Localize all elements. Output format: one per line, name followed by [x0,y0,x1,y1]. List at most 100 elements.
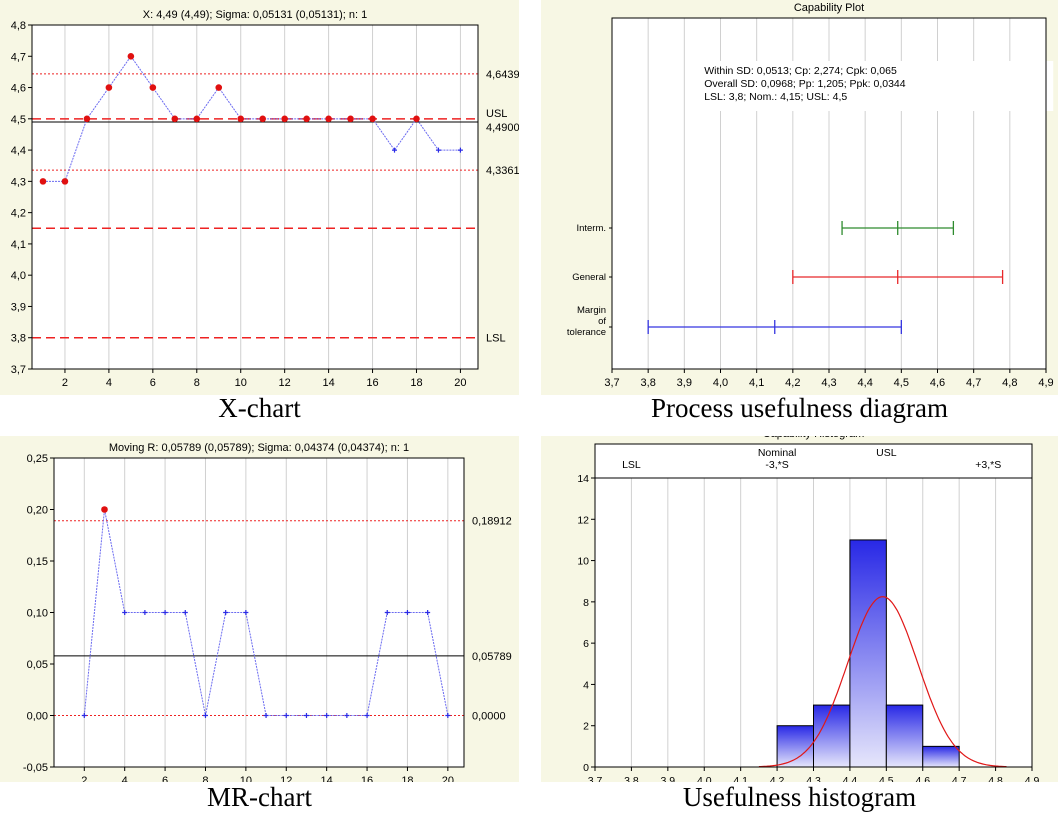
x-chart-y-tick-label: 3,8 [11,333,26,345]
capability-histogram-x-tick-label: 4,1 [733,775,748,782]
capability-histogram-bar [813,704,851,768]
mr-chart-x-tick-label: 20 [442,775,454,782]
x-chart-point-out [325,115,332,123]
x-chart-y-tick-label: 4,5 [11,114,26,126]
capability-plot-x-tick-label: 4,7 [966,377,981,389]
capability-histogram-x-tick-label: 3,8 [624,775,639,782]
capability-histogram-label-band [595,444,1032,478]
capability-histogram-bar [922,745,960,768]
capability-histogram-x-tick-label: 4,3 [806,775,821,782]
capability-histogram-x-tick-label: 3,9 [661,775,676,782]
mr-chart-panel: Moving R: 0,05789 (0,05789); Sigma: 0,04… [0,436,519,782]
x-chart-control-line-label: USL [486,108,507,120]
capability-plot-interval-label: Margin [577,305,606,316]
capability-histogram-y-tick-label: 10 [577,556,589,568]
x-chart-x-tick-label: 14 [322,377,334,389]
x-chart-x-tick-label: 4 [106,377,112,389]
x-chart-control-line-label: 4,6439 [486,69,519,81]
mr-chart-y-tick-label: 0,25 [27,453,48,465]
capability-plot-interval-label: General [572,272,606,283]
capability-histogram-spec-label: +3,*S [975,459,1001,471]
mr-chart-point [445,713,451,718]
x-chart-point-out [61,178,69,185]
mr-chart-x-tick-label: 6 [162,775,168,782]
capability-plot-interval-label: of [598,316,606,327]
x-chart-point-out [105,84,113,91]
capability-histogram-x-tick-label: 4,7 [952,775,967,782]
x-chart-x-tick-label: 18 [410,377,422,389]
mr-chart-plot-border [53,457,465,768]
mr-chart-point [364,713,370,718]
mr-chart-point [223,610,229,615]
mr-chart-control-line-label: 0,18912 [472,516,512,528]
capability-plot-x-tick-label: 4,0 [713,377,728,389]
capability-plot-panel: Capability Plot 3,7 3,8 3,9 4,0 4,1 4,2 4,3 4,4 4… [541,0,1058,395]
capability-histogram-caption: Usefulness histogram [682,782,917,812]
mr-chart-y-tick-label: 0,05 [27,659,48,671]
x-chart-control-line-label: 4,4900 [486,122,519,134]
capability-histogram-x-tick-label: 4,8 [988,775,1003,782]
mr-chart-y-tick-label: 0,10 [27,608,48,620]
x-chart-series-line [42,55,461,182]
mr-chart-point [243,610,249,615]
capability-histogram-y-tick-label: 12 [577,514,589,526]
capability-histogram-x-tick-label: 4,0 [697,775,712,782]
mr-chart-y-tick-label: 0,20 [27,505,48,517]
mr-chart-point [182,610,188,615]
mr-chart-point [344,713,350,718]
capability-histogram-spec-label: LSL [622,459,641,471]
capability-histogram-x-tick-label: 3,7 [588,775,603,782]
mr-chart-x-tick-label: 2 [81,775,87,782]
mr-chart-point [263,713,269,718]
capability-plot-x-tick-label: 4,5 [894,377,909,389]
x-chart-plot-border [31,24,479,370]
mr-chart-caption: MR-chart [207,782,312,812]
mr-chart-point [81,713,87,718]
x-chart-x-tick-label: 8 [194,377,200,389]
capability-histogram-x-tick-label: 4,6 [915,775,930,782]
x-chart-point-out [83,115,91,123]
capability-histogram-y-tick-label: 2 [583,721,589,733]
capability-histogram-plot-border [594,443,1033,768]
x-chart-control-line-label: 4,3361 [486,165,519,177]
x-chart-point-out [347,115,354,123]
x-chart: X: 4,49 (4,49); Sigma: 0,05131 (0,05131)… [0,0,519,395]
capability-plot-annotation-line: LSL: 3,8; Nom.: 4,15; USL: 4,5 [704,91,847,103]
capability-histogram-y-tick-label: 6 [583,638,589,650]
mr-chart-y-tick-label: -0,05 [23,762,48,774]
capability-histogram-x-tick-label: 4,9 [1025,775,1040,782]
x-chart-point-out [369,115,376,123]
mr-chart-x-tick-label: 18 [401,775,413,782]
x-chart-y-tick-label: 3,9 [11,301,26,313]
mr-chart-x-tick-label: 12 [280,775,292,782]
mr-chart-point [303,713,309,718]
capability-plot-interval-label: Interm. [576,223,606,234]
mr-chart-x-tick-label: 4 [122,775,128,782]
capability-plot-x-tick-label: 4,6 [930,377,945,389]
capability-plot-plot-border [611,17,1047,370]
x-chart-point-out [193,115,201,123]
capability-plot-x-tick-label: 4,9 [1038,377,1053,389]
capability-plot: Capability Plot 3,7 3,8 3,9 4,0 4,1 4,2 4,3 4,4 4… [541,0,1058,395]
capability-histogram-title: Capability Histogram [763,436,864,440]
mr-chart-point [384,610,390,615]
capability-plot-x-tick-label: 3,7 [604,377,619,389]
x-chart-point-out [303,115,310,123]
capability-plot-x-tick-label: 4,3 [821,377,836,389]
x-chart-y-tick-label: 4,3 [11,176,26,188]
capability-histogram-panel: Capability Histogram 3,7 3,8 3,9 4,0 4,1 4,2 4,… [541,436,1058,782]
mr-chart-y-tick-label: 0,00 [27,711,48,723]
x-chart-point-out [413,115,420,123]
x-chart-y-tick-label: 4,2 [11,208,26,220]
capability-plot-annotation-backdrop [696,61,1054,111]
x-chart-point-out [171,115,179,123]
x-chart-caption: X-chart [218,393,301,423]
capability-plot-x-tick-label: 3,8 [641,377,656,389]
mr-chart-point [425,610,431,615]
x-chart-title: X: 4,49 (4,49); Sigma: 0,05131 (0,05131)… [143,9,367,21]
x-chart-point [392,147,398,153]
x-chart-point [435,147,441,153]
capability-plot-caption: Process usefulness diagram [651,393,948,423]
capability-histogram-y-tick-label: 0 [583,762,589,774]
capability-histogram-x-tick-label: 4,4 [843,775,858,782]
